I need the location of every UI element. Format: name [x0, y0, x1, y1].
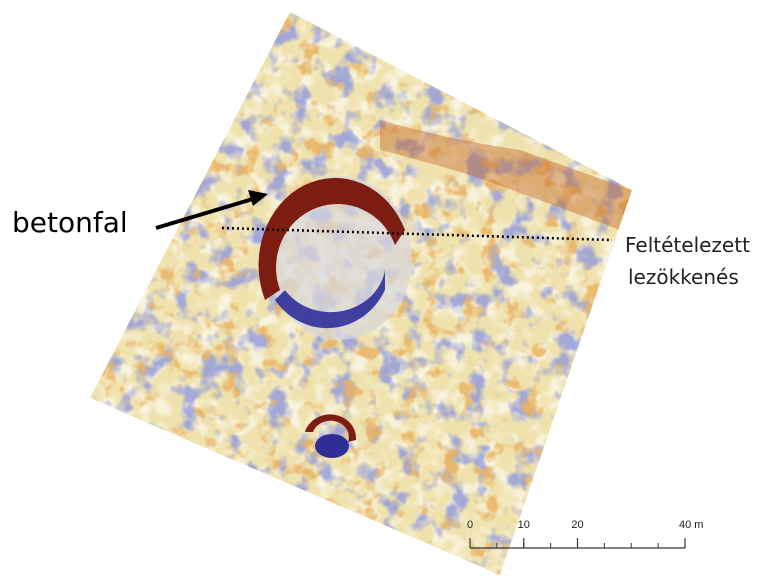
- scale-tick-label: 20: [571, 519, 583, 531]
- wall-label: betonfal: [12, 206, 128, 239]
- scale-tick-label: 10: [518, 519, 530, 531]
- page: betonfal Feltételezett lezökkenés 0 10 20 4…: [0, 0, 783, 576]
- scale-tick-label: 0: [467, 519, 473, 531]
- fault-label: lezökkenés: [628, 265, 739, 289]
- survey-map: betonfal Feltételezett lezökkenés 0 10 20 4…: [0, 0, 783, 576]
- scale-tick-label: 40 m: [679, 519, 703, 531]
- fault-label: Feltételezett: [625, 233, 750, 257]
